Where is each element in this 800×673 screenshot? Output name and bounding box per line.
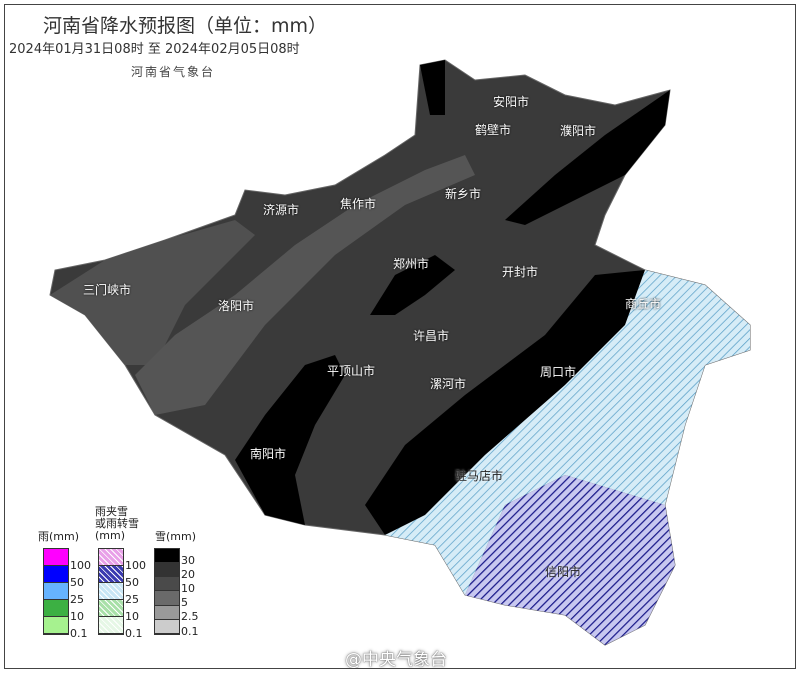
legend-swatch xyxy=(44,549,68,566)
precipitation-map: 河南省降水预报图（单位：mm） 2024年01月31日08时 至 2024年02… xyxy=(4,4,796,669)
city-label: 鹤壁市 xyxy=(475,123,512,137)
city-label: 周口市 xyxy=(540,365,577,379)
snow-band-30 xyxy=(505,90,670,225)
legend-swatch xyxy=(44,617,68,634)
city-label: 濮阳市 xyxy=(560,124,597,138)
legend-label: 30 xyxy=(181,553,195,567)
city-label: 郑州市 xyxy=(393,257,430,271)
city-label: 开封市 xyxy=(502,265,539,279)
snow-band-30 xyxy=(365,270,645,535)
legend-swatch xyxy=(44,566,68,583)
map-title: 河南省降水预报图（单位：mm） xyxy=(43,15,328,37)
watermark: @中央气象台 xyxy=(345,650,447,669)
legend-swatch xyxy=(155,563,179,578)
legend-label: 100 xyxy=(125,559,146,572)
city-label: 安阳市 xyxy=(493,95,530,109)
city-label: 洛阳市 xyxy=(218,299,255,313)
legend-swatch xyxy=(155,577,179,592)
snow-band-30 xyxy=(420,60,445,115)
sleet-band-25-50 xyxy=(465,475,675,645)
legend-swatch xyxy=(44,583,68,600)
legend-swatch xyxy=(99,617,123,634)
snow-band-30 xyxy=(235,355,345,525)
city-label: 漯河市 xyxy=(430,377,467,391)
legend-swatch xyxy=(99,583,123,600)
legend-label: 0.1 xyxy=(181,624,199,638)
legend-label: 5 xyxy=(181,596,188,610)
city-label: 南阳市 xyxy=(250,447,287,461)
henan-map xyxy=(49,59,751,646)
issuer: 河南省气象台 xyxy=(131,65,216,79)
legend-label: 0.1 xyxy=(125,627,143,640)
legend-label: 10 xyxy=(70,610,84,623)
snow-band-5-10 xyxy=(50,220,255,365)
forecast-period: 2024年01月31日08时 至 2024年02月05日08时 xyxy=(9,42,300,57)
legend-rain-title: 雨(mm) xyxy=(38,530,80,543)
legend-swatch xyxy=(155,549,179,564)
legend-swatch xyxy=(99,566,123,583)
legend-label: 0.1 xyxy=(70,627,88,640)
legend-swatch xyxy=(155,605,179,620)
city-label: 许昌市 xyxy=(413,329,450,343)
legend-label: 100 xyxy=(70,559,91,572)
legend-snow-scale xyxy=(154,548,180,635)
legend-label: 50 xyxy=(125,576,139,589)
legend-label: 25 xyxy=(70,593,84,606)
legend-sleet-scale xyxy=(98,548,124,635)
legend-label: 50 xyxy=(70,576,84,589)
city-label: 济源市 xyxy=(263,203,300,217)
legend-label: 2.5 xyxy=(181,610,199,624)
city-label: 商丘市 xyxy=(625,297,662,311)
city-label: 三门峡市 xyxy=(83,283,132,297)
snow-band-5-10 xyxy=(135,155,475,415)
city-label: 焦作市 xyxy=(340,197,377,211)
legend-swatch xyxy=(155,591,179,606)
legend-label: 10 xyxy=(125,610,139,623)
legend-label: 20 xyxy=(181,567,195,581)
legend-label: 10 xyxy=(181,582,195,595)
city-label: 新乡市 xyxy=(445,187,482,201)
legend-sleet-title: 雨夹雪 或雨转雪 (mm) xyxy=(95,505,139,542)
snow-band-30 xyxy=(370,255,455,315)
city-label: 驻马店市 xyxy=(455,469,504,483)
legend-label: 25 xyxy=(125,593,139,606)
city-label: 平顶山市 xyxy=(327,364,376,378)
legend-snow-title: 雪(mm) xyxy=(155,530,197,543)
legend-rain-scale xyxy=(43,548,69,635)
legend-swatch xyxy=(44,600,68,617)
legend-swatch xyxy=(155,619,179,634)
legend-swatch xyxy=(99,600,123,617)
legend-swatch xyxy=(99,549,123,566)
sleet-band-0.1-25 xyxy=(385,270,750,595)
city-label: 信阳市 xyxy=(545,565,582,579)
